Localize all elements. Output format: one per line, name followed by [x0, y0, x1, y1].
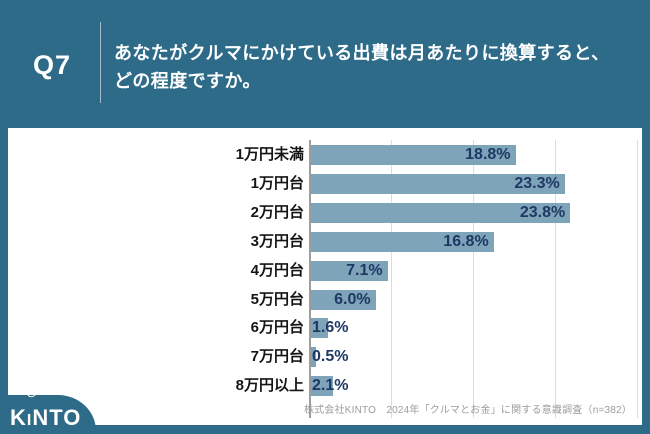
gridline [391, 140, 392, 418]
logo-letters: NTO [32, 405, 82, 430]
value-label: 23.3% [514, 175, 560, 192]
category-label: 2万円台 [250, 204, 304, 221]
bar [310, 232, 494, 252]
category-axis-line [309, 140, 311, 418]
value-label: 6.0% [334, 291, 371, 308]
logo-tab: KI NTO [0, 387, 96, 434]
value-label: 1.6% [312, 319, 349, 336]
bar-chart: 1万円未満 18.8% 1万円台 23.3% 2万円台 23.8% 3万円台 16.8% 4万円… [8, 128, 642, 425]
chart-card: 1万円未満 18.8% 1万円台 23.3% 2万円台 23.8% 3万円台 16.8% 4万円… [8, 128, 642, 425]
source-note: 株式会社KINTO 2024年「クルマとお金」に関する意識調査（n=382） [303, 405, 632, 416]
gridline [473, 140, 474, 418]
category-label: 7万円台 [250, 348, 304, 365]
value-label: 0.5% [312, 348, 349, 365]
category-label: 4万円台 [250, 262, 304, 279]
category-label: 1万円台 [250, 175, 304, 192]
bar [310, 145, 516, 165]
bar [310, 174, 565, 194]
question-line-1: あなたがクルマにかけている出費は月あたりに換算すると、 [114, 43, 610, 63]
category-label: 1万円未満 [235, 146, 304, 163]
category-label: 8万円以上 [235, 377, 304, 394]
value-label: 7.1% [346, 262, 383, 279]
category-label: 5万円台 [250, 291, 304, 308]
logo-letter: K [10, 405, 27, 430]
logo-letter-i: I [25, 387, 39, 429]
gridline [555, 140, 556, 418]
kinto-logo: KI NTO [10, 387, 82, 431]
header-divider [100, 22, 101, 103]
question-line-2: どの程度ですか。 [114, 70, 261, 91]
value-label: 18.8% [465, 146, 511, 163]
bar [310, 318, 328, 338]
bar [310, 347, 316, 367]
question-number: Q7 [33, 50, 72, 80]
bar [310, 376, 333, 396]
bar [310, 290, 376, 310]
category-label: 6万円台 [250, 319, 304, 336]
question-text: あなたがクルマにかけている出費は月あたりに換算すると、 どの程度ですか。 [114, 40, 610, 95]
bar [310, 261, 388, 281]
value-label: 2.1% [312, 377, 349, 394]
value-label: 23.8% [519, 204, 566, 221]
gridline [637, 140, 638, 418]
category-label: 3万円台 [250, 233, 304, 250]
value-label: 16.8% [443, 233, 489, 250]
bar [310, 203, 571, 223]
